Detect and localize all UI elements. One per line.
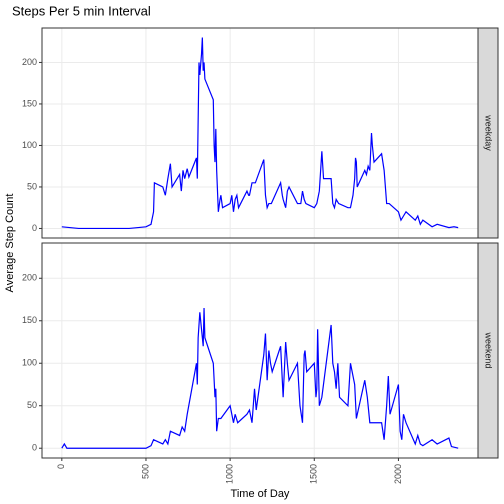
- y-axis-title: Average Step Count: [4, 194, 16, 293]
- x-tick-label: 1500: [309, 464, 319, 484]
- chart-title: Steps Per 5 min Interval: [12, 3, 151, 18]
- y-tick-label: 200: [22, 273, 37, 283]
- y-tick-label: 0: [32, 443, 37, 453]
- x-tick-label: 500: [140, 464, 150, 479]
- panel: [42, 28, 478, 238]
- x-tick-label: 2000: [393, 464, 403, 484]
- x-axis-title: Time of Day: [231, 488, 290, 500]
- line: [61, 307, 459, 449]
- y-tick-label: 200: [22, 57, 37, 67]
- line: [61, 37, 459, 230]
- strip: [477, 27, 499, 239]
- y-tick-label: 50: [27, 181, 37, 191]
- y-tick-label: 150: [22, 315, 37, 325]
- x-tick-label: 0: [56, 464, 66, 469]
- y-tick-label: 100: [22, 358, 37, 368]
- y-tick-label: 150: [22, 98, 37, 108]
- y-tick-label: 100: [22, 140, 37, 150]
- strip: [477, 242, 499, 459]
- y-tick-label: 0: [32, 223, 37, 233]
- strip-label: weekend: [484, 331, 494, 368]
- y-tick-label: 50: [27, 400, 37, 410]
- x-tick-label: 1000: [225, 464, 235, 484]
- strip-label: weekday: [484, 114, 494, 151]
- panel: [42, 243, 478, 458]
